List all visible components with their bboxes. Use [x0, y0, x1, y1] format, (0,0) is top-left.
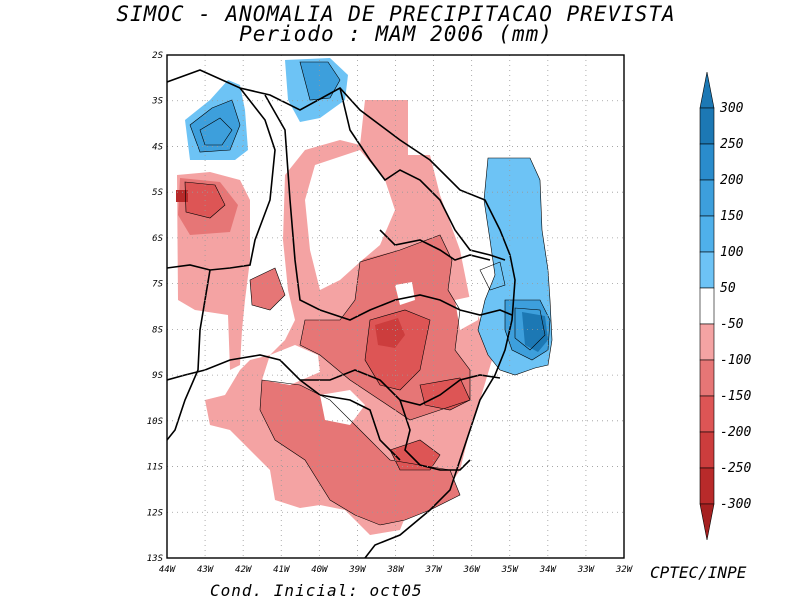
lon-tick-label: 37W [424, 565, 443, 575]
lat-lon-grid [167, 55, 624, 558]
lat-tick-label: 9S [152, 371, 163, 381]
lat-tick-label: 10S [147, 417, 164, 427]
state-border [339, 87, 506, 261]
lat-tick-label: 2S [152, 51, 163, 61]
colorbar-swatch [699, 359, 715, 397]
anomaly-area-neutral-hole-4 [320, 390, 365, 425]
contour-lines [184, 61, 553, 526]
anomaly-area-medium-red-southwest [260, 380, 460, 525]
anomaly-area-blue-east-core [522, 312, 548, 352]
colorbar-swatch [699, 287, 715, 325]
state-border [299, 379, 401, 461]
figure-subtitle: Periodo : MAM 2006 (mm) [239, 22, 553, 46]
anomaly-area-neutral-hole-3 [262, 345, 320, 385]
colorbar-label: -150 [720, 389, 751, 404]
lat-tick-label: 5S [152, 188, 163, 198]
initial-condition: Cond. Inicial: oct05 [210, 581, 423, 600]
colorbar-swatch [699, 215, 715, 253]
anomaly-area-blue-north-strong [300, 62, 340, 100]
contour-line [249, 267, 286, 311]
lat-tick-label: 12S [147, 508, 164, 518]
colorbar-arrow-top [699, 71, 715, 109]
lat-tick-label: 4S [152, 142, 163, 152]
state-border [379, 229, 491, 261]
colorbar-label: -200 [720, 425, 751, 440]
colorbar-swatch [699, 143, 715, 181]
colorbar-label: 200 [720, 173, 744, 188]
anomaly-shading [176, 58, 552, 535]
lon-tick-label: 39W [348, 565, 367, 575]
lon-tick-label: 35W [501, 565, 520, 575]
lon-tick-label: 44W [159, 565, 177, 575]
anomaly-area-medium-red-small [250, 268, 285, 310]
longitude-labels: 44W 43W 42W 41W 40W 39W 38W 37W 36W 35W 34W 33W 32W [159, 565, 634, 575]
colorbar-label: 100 [720, 245, 744, 260]
anomaly-area-darkest-center [375, 318, 405, 348]
colorbar-label: 150 [720, 209, 744, 224]
contour-line [477, 157, 553, 376]
contour-line [184, 181, 226, 219]
anomaly-area-red-southeast [420, 378, 470, 410]
colorbar-swatch [699, 107, 715, 145]
colorbar-label: -50 [720, 317, 744, 332]
contour-line [364, 309, 431, 391]
colorbar-swatch [699, 467, 715, 505]
anomaly-area-neutral-hole-5 [455, 295, 478, 330]
colorbar-label: -250 [720, 461, 751, 476]
state-border [399, 399, 471, 471]
colorbar-swatch [699, 431, 715, 469]
lon-tick-label: 32W [615, 565, 634, 575]
lat-tick-label: 7S [152, 280, 163, 290]
state-border [264, 94, 513, 321]
colorbar-arrow-bottom [699, 503, 715, 541]
colorbar-swatch [699, 179, 715, 217]
contour-line [199, 117, 233, 146]
credit-text: CPTEC/INPE [650, 563, 747, 582]
colorbar-label: 50 [720, 281, 736, 296]
contour-line [299, 234, 471, 421]
anomaly-area-neutral-hole-1 [305, 150, 395, 290]
lat-tick-label: 8S [152, 325, 163, 335]
lon-tick-label: 33W [577, 565, 596, 575]
lon-tick-label: 38W [386, 565, 405, 575]
map-frame [166, 54, 625, 559]
contour-line [479, 261, 506, 291]
colorbar-swatch [699, 395, 715, 433]
lon-tick-label: 40W [311, 565, 329, 575]
colorbar-swatch [699, 251, 715, 289]
anomaly-area-blue-northwest-strong [190, 100, 240, 152]
figure-title: SIMOC - ANOMALIA DE PRECIPITACAO PREVIST… [116, 2, 676, 26]
contour-line [299, 61, 341, 101]
contour-line [389, 439, 441, 471]
colorbar-label: -100 [720, 353, 751, 368]
lon-tick-label: 43W [197, 565, 215, 575]
colorbar-label: 300 [719, 101, 744, 116]
contour-line [419, 377, 471, 411]
contour-line [514, 307, 546, 351]
colorbar-label: 250 [720, 137, 744, 152]
lon-tick-label: 34W [539, 565, 558, 575]
contour-line [259, 379, 461, 526]
contour-line [189, 99, 241, 153]
colorbar-label: -300 [720, 497, 751, 512]
lon-tick-label: 42W [235, 565, 253, 575]
lat-tick-label: 13S [147, 554, 164, 564]
latitude-labels: 2S 3S 4S 5S 6S 7S 8S 9S 10S 11S 12S 13S [147, 51, 164, 564]
contour-line [504, 299, 551, 361]
anomaly-area-red-south [390, 440, 440, 470]
state-border [167, 87, 276, 271]
anomaly-area-darkest-west [176, 190, 188, 202]
lon-tick-label: 36W [463, 565, 482, 575]
colorbar-swatch [699, 323, 715, 361]
lat-tick-label: 6S [152, 234, 163, 244]
lat-tick-label: 3S [151, 97, 163, 107]
lat-tick-label: 11S [147, 463, 164, 473]
colorbar: 300 250 200 150 100 50 -50 -100 -150 -200 -250 -300 [699, 71, 751, 541]
lon-tick-label: 41W [273, 565, 291, 575]
